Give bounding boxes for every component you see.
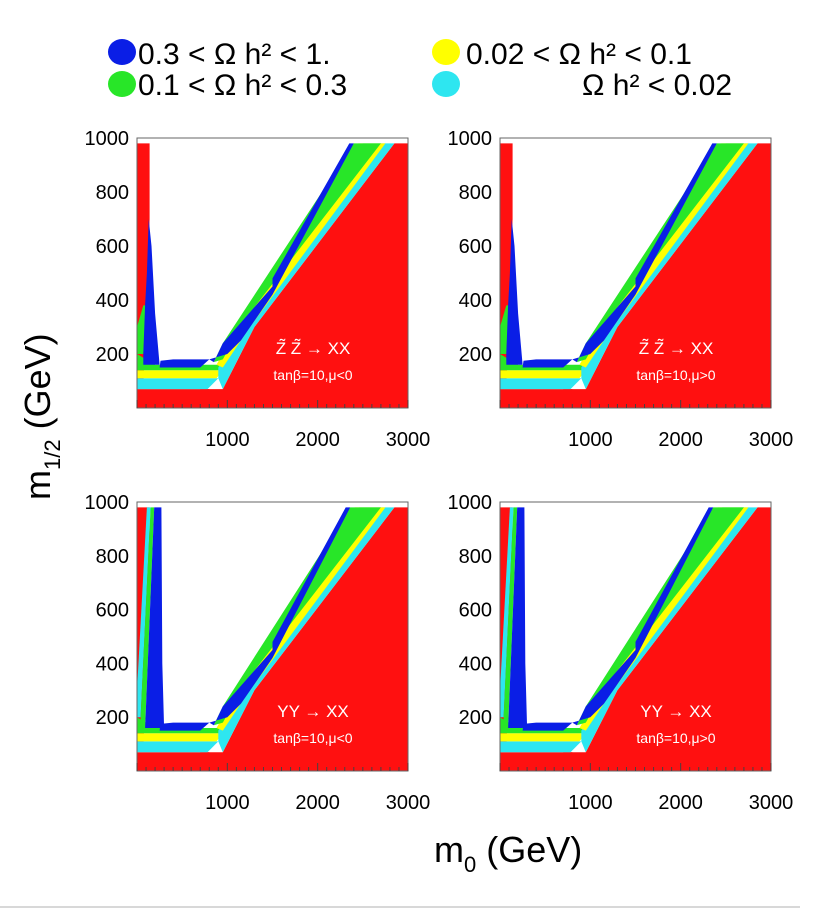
params-label: tanβ=10,μ<0 (273, 367, 352, 383)
y-tick-label: 1000 (85, 128, 130, 150)
legend-swatch-green (108, 71, 136, 97)
band-green-bottom (500, 354, 591, 371)
process-label: YY → XX (640, 702, 712, 721)
band-blue-left (143, 219, 160, 365)
y-tick-label: 200 (459, 344, 492, 366)
legend-swatch-cyan (432, 71, 460, 97)
x-tick-label: 3000 (386, 792, 431, 814)
band-green-bottom (137, 717, 228, 734)
band-cyan-left (137, 507, 151, 718)
y-tick-label: 200 (459, 707, 492, 729)
legend-swatch-blue (108, 39, 136, 65)
params-label: tanβ=10,μ<0 (273, 730, 352, 746)
y-tick-label: 800 (96, 546, 129, 568)
band-blue-diagonal (209, 507, 351, 726)
band-cyan-bottom (137, 378, 219, 390)
params-label: tanβ=10,μ>0 (636, 367, 715, 383)
y-tick-label: 600 (459, 600, 492, 622)
process-label: Z̃ Z̃ → XX (276, 338, 351, 358)
legend-label-blue: 0.3 < Ω h² < 1. (138, 38, 331, 71)
x-tick-label: 1000 (568, 792, 613, 814)
band-blue-left (508, 507, 528, 728)
process-label: YY → XX (277, 702, 349, 721)
x-tick-label: 3000 (749, 792, 794, 814)
y-tick-label: 400 (96, 290, 129, 312)
excluded-region-right (563, 143, 771, 408)
excluded-region-bottom (500, 752, 573, 771)
band-blue-diagonal (572, 143, 717, 363)
y-tick-label: 400 (459, 653, 492, 675)
legend-label-cyan: Ω h² < 0.02 (582, 69, 732, 102)
legend-label-yellow: 0.02 < Ω h² < 0.1 (466, 38, 692, 71)
band-blue-bottom (159, 359, 210, 368)
band-blue-left (145, 507, 165, 728)
band-blue-diagonal (209, 143, 354, 363)
band-green-bottom (137, 354, 228, 371)
excluded-region-right (200, 507, 408, 771)
y-tick-label: 400 (459, 290, 492, 312)
band-green-left (140, 507, 155, 728)
band-cyan-left (500, 507, 514, 718)
legend: 0.3 < Ω h² < 1. 0.1 < Ω h² < 0.3 0.02 < … (108, 38, 732, 102)
x-tick-label: 3000 (749, 429, 794, 451)
legend-label-green: 0.1 < Ω h² < 0.3 (138, 69, 347, 102)
band-cyan-bottom (137, 741, 219, 753)
x-tick-label: 2000 (658, 429, 703, 451)
y-tick-label: 400 (96, 653, 129, 675)
panel-top-right: 200 400 600 800 1000 1000 2000 3000 Z̃ Z̃ → XX ta… (448, 128, 794, 451)
excluded-region-right (563, 507, 771, 771)
band-blue-bottom (522, 359, 573, 368)
band-green-bottom (500, 717, 591, 734)
y-tick-label: 800 (459, 182, 492, 204)
band-yellow-bottom (500, 370, 586, 379)
y-tick-label: 200 (96, 344, 129, 366)
band-yellow-bottom (500, 733, 586, 742)
band-cyan-bottom (500, 741, 582, 753)
y-tick-label: 1000 (448, 128, 493, 150)
panel-bottom-left: 200 400 600 800 1000 1000 2000 3000 YY → XX tanβ=… (85, 492, 431, 814)
x-tick-label: 1000 (205, 429, 250, 451)
excluded-region-bottom (137, 389, 210, 408)
x-axis-title: m0 (GeV) (434, 829, 582, 877)
band-yellow-bottom (137, 733, 223, 742)
band-yellow-bottom (137, 370, 223, 379)
x-tick-label: 3000 (386, 429, 431, 451)
band-cyan-bottom (500, 378, 582, 390)
x-tick-label: 2000 (295, 429, 340, 451)
band-green-left (503, 507, 518, 728)
band-blue-left (506, 219, 523, 365)
excluded-region-bottom (500, 389, 573, 408)
y-axis-title: m1/2 (GeV) (17, 333, 65, 500)
legend-swatch-yellow (432, 39, 460, 65)
band-blue-bottom (522, 722, 573, 731)
x-tick-label: 2000 (295, 792, 340, 814)
y-tick-label: 1000 (448, 492, 493, 514)
x-tick-label: 2000 (658, 792, 703, 814)
excluded-region-right (200, 143, 408, 408)
x-tick-label: 1000 (205, 792, 250, 814)
params-label: tanβ=10,μ>0 (636, 730, 715, 746)
y-tick-label: 600 (96, 236, 129, 258)
process-label: Z̃ Z̃ → XX (639, 338, 714, 358)
y-tick-label: 800 (96, 182, 129, 204)
band-blue-diagonal (572, 507, 714, 726)
band-green-left (137, 305, 146, 354)
y-tick-label: 200 (96, 707, 129, 729)
y-tick-label: 600 (459, 236, 492, 258)
x-tick-label: 1000 (568, 429, 613, 451)
y-tick-label: 800 (459, 546, 492, 568)
y-tick-label: 1000 (85, 492, 130, 514)
band-blue-bottom (159, 722, 210, 731)
panel-top-left: 200 400 600 800 1000 1000 2000 3000 Z̃ Z̃ → XX ta… (85, 128, 431, 451)
excluded-region-bottom (137, 752, 210, 771)
panel-bottom-right: 200 400 600 800 1000 1000 2000 3000 YY → XX tanβ=… (448, 492, 794, 814)
y-tick-label: 600 (96, 600, 129, 622)
